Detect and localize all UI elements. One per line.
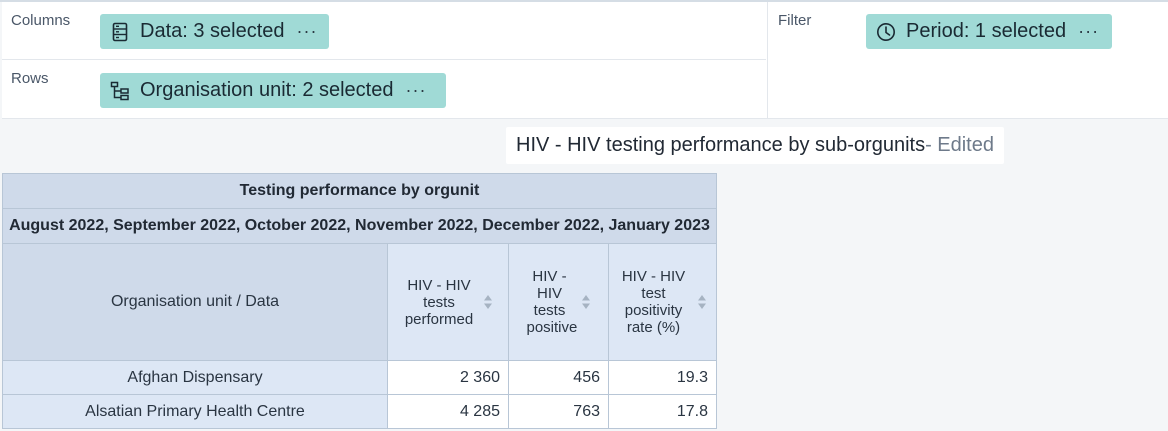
sort-icon[interactable] [483, 294, 493, 310]
org-unit-chip-label: Organisation unit: 2 selected [140, 79, 394, 101]
columns-axis[interactable]: Columns Data: 3 selected ··· [2, 2, 766, 60]
column-header-label: HIV - HIV tests positive [526, 268, 578, 336]
more-options-icon[interactable]: ··· [296, 21, 318, 41]
clock-icon [876, 22, 896, 42]
row-header: Alsatian Primary Health Centre [2, 394, 388, 429]
rows-axis[interactable]: Rows Organisation unit: 2 selected ··· [2, 60, 766, 118]
column-header-label: HIV - HIV test positivity rate (%) [621, 268, 686, 336]
table-cell[interactable]: 19.3 [608, 360, 717, 395]
filter-axis[interactable]: Filter Period: 1 selected ··· [767, 2, 1168, 118]
period-chip-label: Period: 1 selected [906, 20, 1067, 42]
table-title: Testing performance by orgunit [2, 173, 717, 209]
corner-header: Organisation unit / Data [2, 243, 388, 361]
visualization-title: HIV - HIV testing performance by sub-org… [506, 127, 1004, 164]
data-chip-label: Data: 3 selected [140, 20, 285, 42]
more-options-icon[interactable]: ··· [1078, 21, 1100, 41]
org-tree-icon [110, 81, 130, 101]
table-cell[interactable]: 2 360 [387, 360, 509, 395]
filter-axis-label: Filter [778, 12, 812, 29]
data-dimension-chip[interactable]: Data: 3 selected ··· [100, 14, 329, 49]
rows-axis-label: Rows [11, 70, 49, 87]
table-row: Alsatian Primary Health Centre 4 285 763… [2, 394, 717, 429]
table-row: Afghan Dispensary 2 360 456 19.3 [2, 360, 717, 395]
data-icon [110, 22, 130, 42]
org-unit-dimension-chip[interactable]: Organisation unit: 2 selected ··· [100, 73, 446, 108]
table-cell[interactable]: 17.8 [608, 394, 717, 429]
layout-panel: Columns Data: 3 selected ··· Rows Organi… [2, 2, 1168, 119]
top-border [0, 0, 1168, 2]
visualization-title-text: HIV - HIV testing performance by sub-org… [516, 134, 926, 156]
columns-axis-label: Columns [11, 12, 71, 29]
column-header[interactable]: HIV - HIV tests performed [387, 243, 509, 361]
table-cell[interactable]: 763 [508, 394, 609, 429]
row-header: Afghan Dispensary [2, 360, 388, 395]
table-cell[interactable]: 4 285 [387, 394, 509, 429]
period-dimension-chip[interactable]: Period: 1 selected ··· [866, 14, 1112, 49]
table-period-subtitle: August 2022, September 2022, October 202… [2, 208, 717, 244]
column-header[interactable]: HIV - HIV test positivity rate (%) [608, 243, 717, 361]
sort-icon[interactable] [581, 294, 591, 310]
column-header[interactable]: HIV - HIV tests positive [508, 243, 609, 361]
edited-indicator: - Edited [925, 134, 994, 156]
pivot-table: Testing performance by orgunit August 20… [2, 173, 717, 429]
table-cell[interactable]: 456 [508, 360, 609, 395]
column-header-label: HIV - HIV tests performed [404, 276, 474, 328]
sort-icon[interactable] [697, 294, 707, 310]
more-options-icon[interactable]: ··· [405, 80, 427, 100]
